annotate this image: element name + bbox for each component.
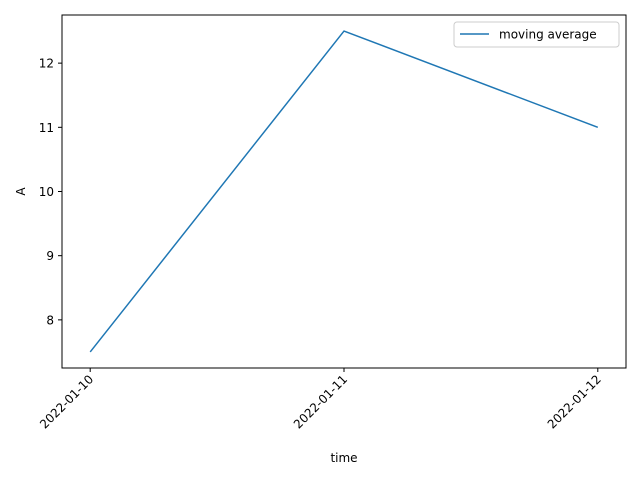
legend: moving average: [453, 21, 620, 48]
y-axis-ticks: 8 9 10 11 12: [39, 57, 62, 327]
y-tick-label: 11: [39, 121, 54, 135]
plot-area: [89, 30, 599, 353]
y-axis-label: A: [14, 187, 28, 196]
y-tick-label: 12: [39, 57, 54, 71]
legend-label-moving-average: moving average: [499, 28, 597, 42]
y-tick-label: 10: [39, 185, 54, 199]
y-tick-label: 8: [46, 313, 54, 327]
series-line-0: [89, 30, 599, 353]
legend-box: [453, 21, 620, 48]
x-axis-label: time: [330, 451, 357, 465]
y-tick-label: 9: [46, 249, 54, 263]
